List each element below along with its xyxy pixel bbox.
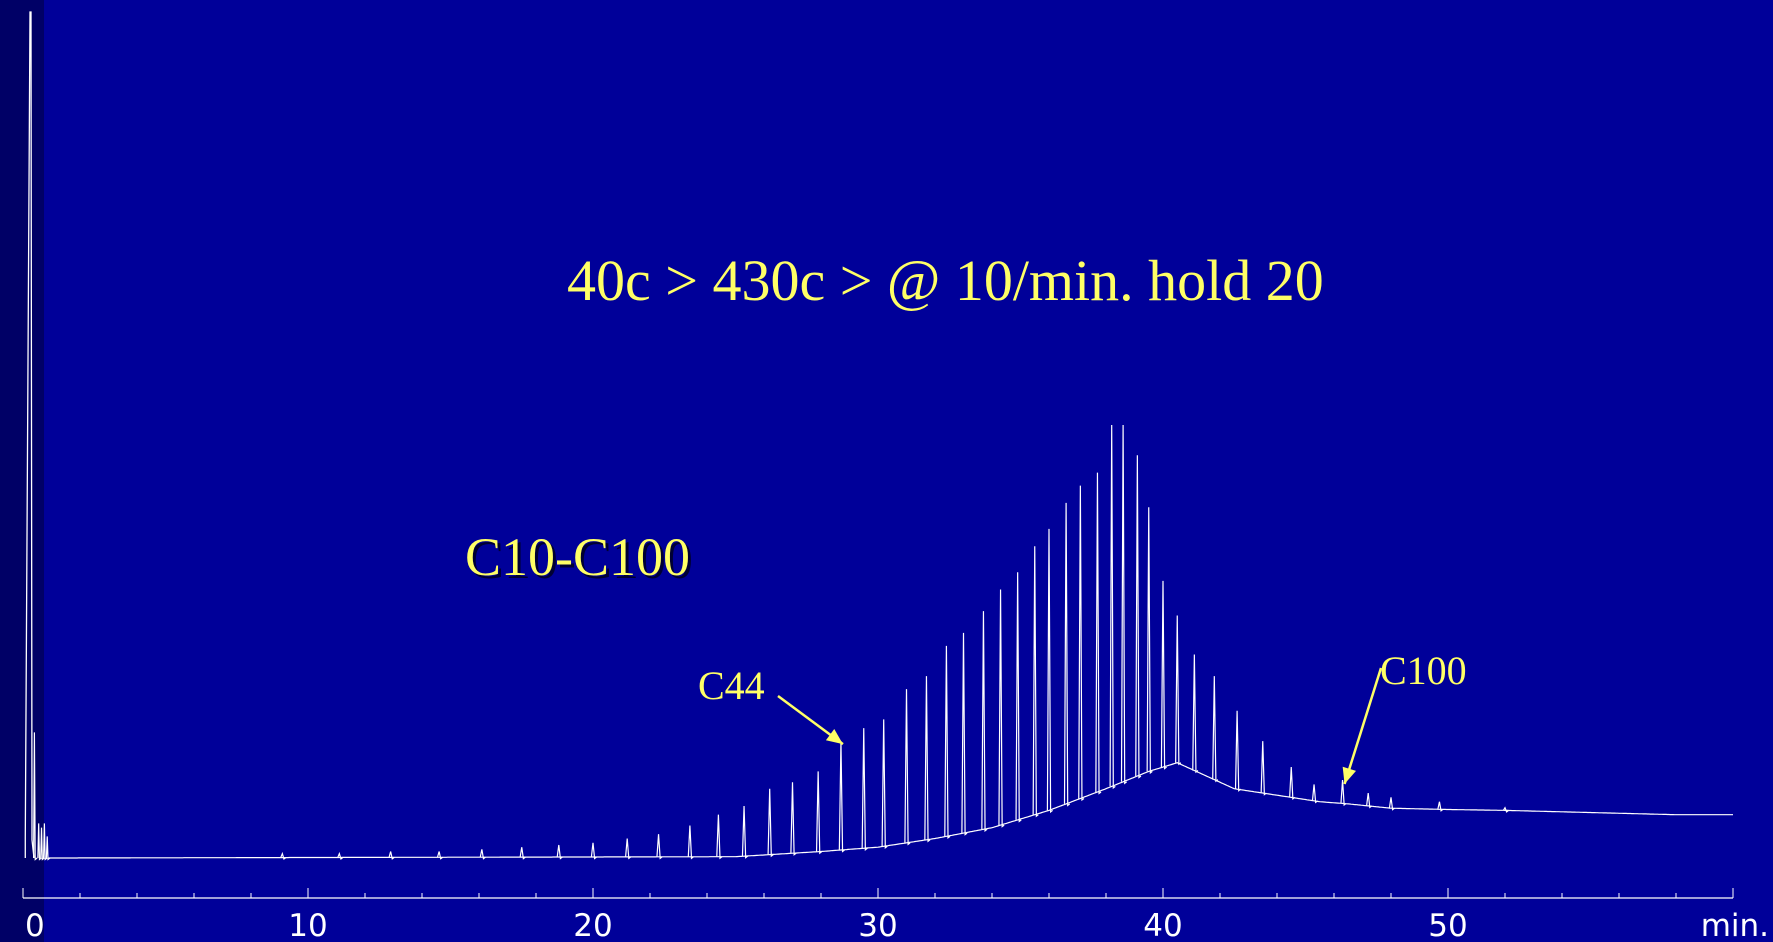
chromatogram-peak [40,827,45,861]
chromatogram-peak [961,632,968,836]
chromatogram-peak [42,823,48,861]
x-tick-label: 20 [573,908,612,942]
chromatogram-peak [944,645,951,840]
c44-peak-label: C44 [698,663,765,708]
chromatogram-peak [767,788,774,858]
x-axis-unit-label: min. [1701,908,1769,942]
x-tick-label: 10 [288,908,327,942]
oven-program-label: 40c > 430c > @ 10/min. hold 20 [567,248,1324,313]
chromatogram-peak [838,741,845,853]
chromatogram-peak [33,732,38,861]
c100-arrow [1342,667,1383,785]
chromatogram-peak [37,823,42,861]
x-tick-label: 40 [1143,908,1182,942]
chromatogram-peak [1095,472,1102,795]
chromatogram-peak [1311,784,1319,804]
chromatogram-peak [1175,615,1182,766]
chromatogram-peak [1063,502,1071,807]
chromatogram-peak [815,771,823,855]
chromatogram-peak [1289,767,1296,801]
chromatogram-peak [1135,455,1142,779]
chromatogram-peak [625,838,632,860]
left-band [0,0,44,942]
chromatogram-peak [556,844,563,860]
chromatogram-peak [1032,546,1039,818]
c100-peak-label: C100 [1380,648,1467,693]
carbon-range-label: C10-C100 [465,527,691,587]
chromatogram-trace [24,11,1733,861]
x-tick-label: 0 [25,908,45,942]
chromatogram-peak [656,834,663,860]
chromatogram-peak [716,814,723,860]
chromatogram-peak [1120,424,1128,785]
chromatogram-peak [1388,797,1395,811]
c44-arrow [777,694,844,746]
x-tick-label: 50 [1428,908,1467,942]
chromatogram-peak [1437,801,1444,812]
chromatogram-peak [1146,507,1153,775]
chromatogram-peak [998,589,1005,828]
chromatogram-peak [1109,424,1116,790]
chromatogram-peak [388,851,395,860]
chromatogram-peak [436,851,444,860]
chromatogram-peak [924,676,931,843]
x-tick-label: 30 [858,908,897,942]
chromatogram-peak [519,847,526,860]
chromatogram-peak [881,719,888,849]
peak-arrows [777,667,1383,785]
chromatogram-peak [904,689,911,846]
chromatogram-peak [687,825,694,860]
chromatogram-peak [1046,528,1053,814]
chromatogram-peak [981,611,988,833]
chromatogram-peak [337,851,344,860]
x-axis: 0 10 20 30 40 50 min. [22,888,1769,942]
chromatogram-peak [1192,654,1199,774]
chromatogram-peak [1234,710,1242,792]
chromatogram-peak [479,849,486,860]
chromatogram-peak [45,836,51,861]
chromatogram-peak [1260,741,1267,796]
solvent-peak [24,11,35,859]
chromatogram-peak [1340,780,1347,807]
chromatogram-peak [861,728,868,851]
chromatogram-peak [1160,580,1167,770]
chromatogram-peak [741,806,749,859]
chromatogram-peak [1078,485,1085,802]
chromatogram-peak [280,851,287,861]
chromatogram-peak [1502,806,1509,813]
chromatogram-peak [1015,572,1022,823]
baseline-trace [48,762,1733,859]
chromatogram-peak [790,782,797,856]
chromatogram-peak [1212,676,1219,783]
chromatogram-peak [590,842,597,860]
chromatogram-peak [1366,792,1373,809]
